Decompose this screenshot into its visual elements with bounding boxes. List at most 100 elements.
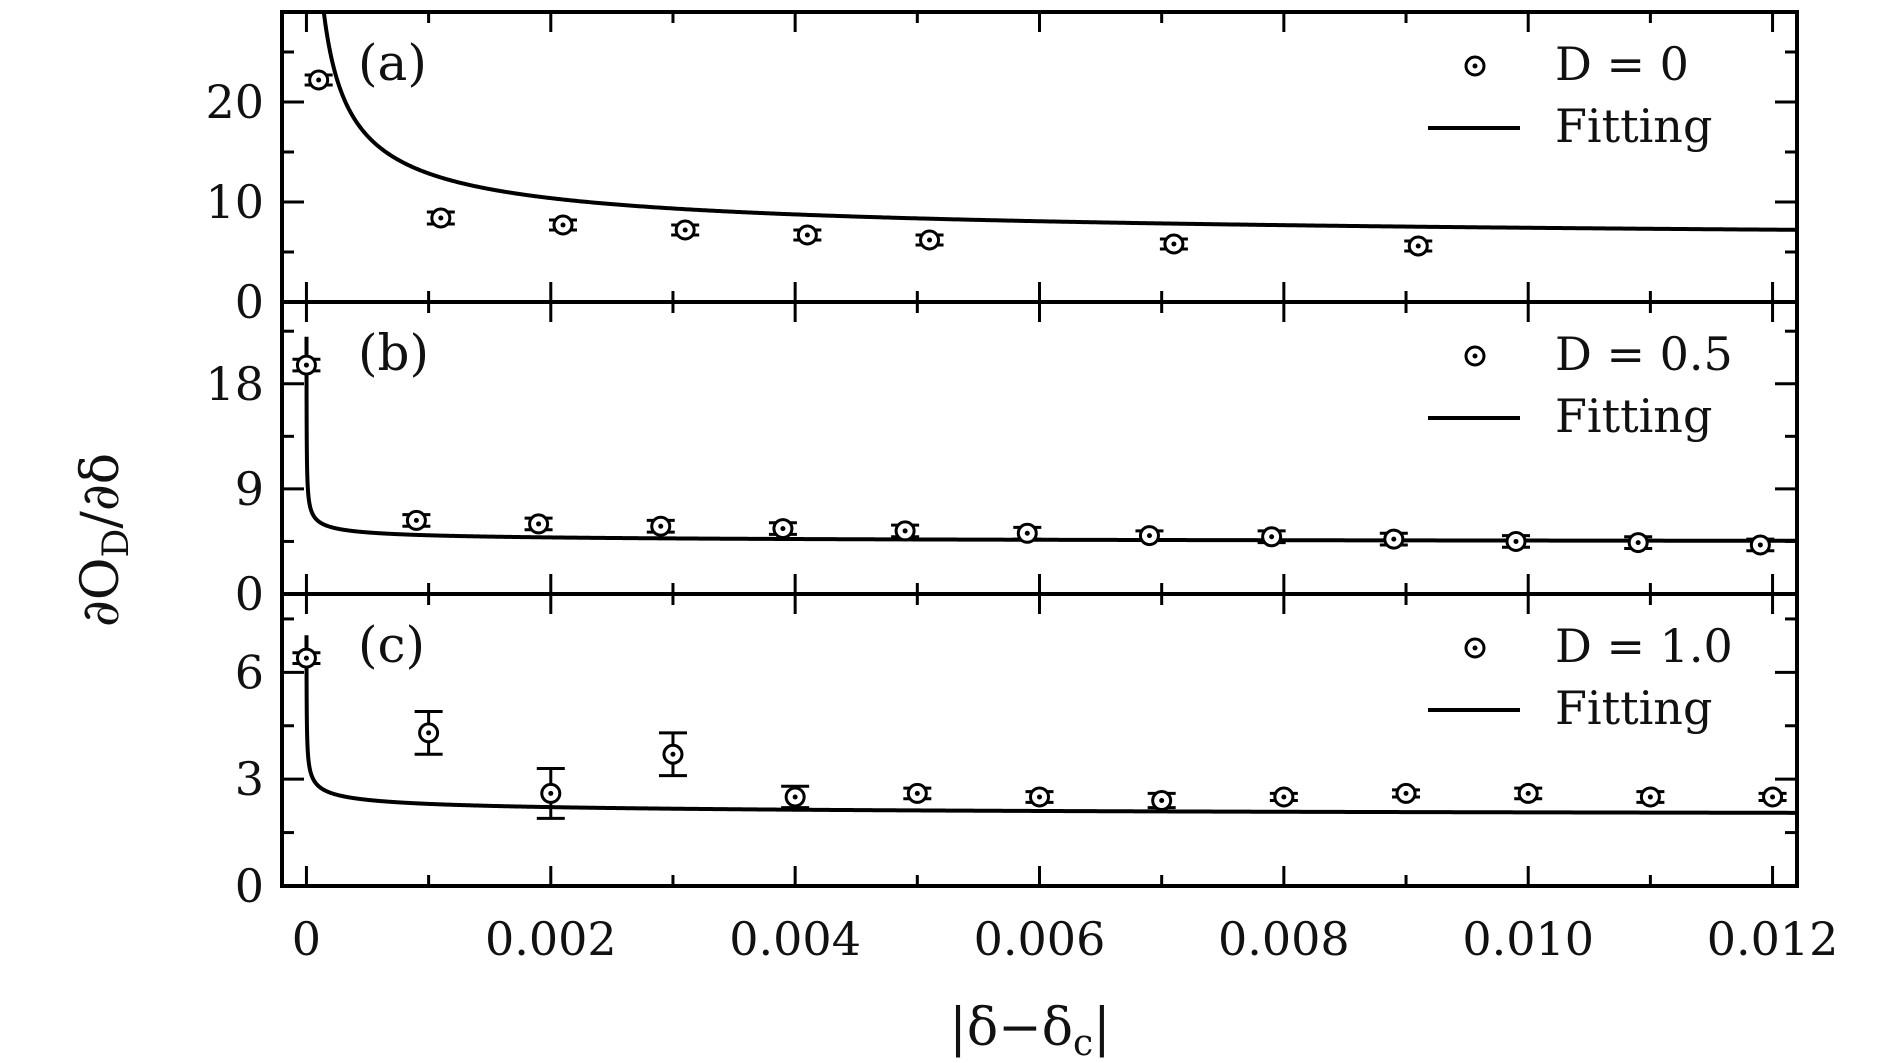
y-tick-label: 0 <box>235 859 264 913</box>
data-point <box>671 219 700 241</box>
point-dot <box>1269 534 1275 540</box>
point-dot <box>1525 790 1531 796</box>
point-dot <box>1281 794 1287 800</box>
point-dot <box>1513 538 1519 544</box>
x-tick-label: 0.010 <box>1462 912 1594 966</box>
point-dot <box>426 730 432 736</box>
point-dot <box>927 237 933 243</box>
y-tick-label: 0 <box>235 567 264 621</box>
data-point <box>1013 522 1042 544</box>
point-dot <box>1024 530 1030 536</box>
point-dot <box>804 232 810 238</box>
point-dot <box>548 790 554 796</box>
point-dot <box>303 655 309 661</box>
data-point <box>891 520 920 542</box>
point-dot <box>1757 542 1763 548</box>
panel-label: (c) <box>358 616 425 674</box>
point-dot <box>914 790 920 796</box>
legend-marker-label: D = 0.5 <box>1555 327 1733 381</box>
data-point <box>524 513 553 535</box>
point-dot <box>780 526 786 532</box>
legend-marker-dot <box>1472 353 1478 359</box>
point-dot <box>413 517 419 523</box>
legend-marker <box>1464 637 1486 659</box>
point-dot <box>1037 794 1042 800</box>
point-dot <box>1391 536 1397 542</box>
point-dot <box>560 222 566 228</box>
legend-line-label: Fitting <box>1555 99 1712 153</box>
data-point <box>1636 786 1665 808</box>
x-tick-label: 0.008 <box>1218 912 1350 966</box>
point-dot <box>792 794 798 800</box>
y-tick-label: 0 <box>235 275 264 329</box>
legend-marker <box>1464 345 1486 367</box>
data-point <box>1025 786 1054 808</box>
data-point <box>1392 782 1421 804</box>
panel-label: (b) <box>358 324 429 382</box>
data-point <box>536 766 565 820</box>
legend-line-label: Fitting <box>1555 389 1712 443</box>
data-point <box>414 710 443 756</box>
data-point <box>1269 786 1298 808</box>
data-point <box>781 784 810 810</box>
y-tick-label: 10 <box>205 175 264 229</box>
data-point <box>793 224 822 246</box>
point-dot <box>1146 533 1152 539</box>
panel-label: (a) <box>358 34 427 92</box>
fit-curve <box>321 12 1797 232</box>
legend-line-label: Fitting <box>1555 681 1712 735</box>
x-tick-label: 0.002 <box>485 912 617 966</box>
point-dot <box>1635 540 1641 546</box>
panel-c: 0 3 6 (c) D = 1.0 Fitting <box>235 592 1799 913</box>
point-dot <box>316 77 322 83</box>
data-point <box>1746 534 1775 556</box>
data-point <box>1624 532 1653 554</box>
data-point <box>549 214 578 236</box>
point-dot <box>682 227 688 233</box>
point-dot <box>1647 794 1653 800</box>
x-tick-label: 0.006 <box>974 912 1106 966</box>
point-dot <box>1159 798 1165 804</box>
point-dot <box>1171 241 1177 247</box>
fit-curve <box>304 635 1797 815</box>
data-point <box>1159 233 1188 255</box>
point-dot <box>670 751 676 757</box>
legend-marker-label: D = 1.0 <box>1555 619 1733 673</box>
legend-marker-dot <box>1472 645 1478 651</box>
x-axis-title: |δ−δc| <box>949 998 1110 1063</box>
data-point <box>304 69 333 91</box>
data-point <box>1514 782 1543 804</box>
data-point <box>1379 528 1408 550</box>
panels: 0 10 20 (a) D = 0 Fitting 0 9 18 (b) D = 0.5 Fittin… <box>205 10 1799 913</box>
data-point <box>426 207 455 229</box>
y-tick-label: 3 <box>235 752 264 806</box>
legend-marker <box>1464 55 1486 77</box>
legend-marker-label: D = 0 <box>1555 37 1689 91</box>
data-point <box>1404 235 1433 257</box>
panel-a: 0 10 20 (a) D = 0 Fitting <box>205 10 1799 329</box>
data-point <box>768 518 797 540</box>
y-tick-label: 20 <box>205 75 264 129</box>
point-dot <box>438 215 444 221</box>
y-tick-label: 6 <box>235 645 264 699</box>
y-tick-label: 18 <box>205 357 264 411</box>
point-dot <box>1770 794 1776 800</box>
data-point <box>915 229 944 251</box>
legend-marker-dot <box>1472 63 1478 69</box>
data-point <box>1135 525 1164 547</box>
y-axis-title: ∂OD/∂δ <box>71 453 137 627</box>
data-point <box>646 515 675 537</box>
data-point <box>903 782 932 804</box>
fit-curve <box>304 336 1797 543</box>
data-point <box>658 731 687 778</box>
data-point <box>1501 530 1530 552</box>
x-tick-label: 0.004 <box>729 912 861 966</box>
data-point <box>402 509 431 531</box>
panel-b: 0 9 18 (b) D = 0.5 Fitting <box>205 300 1799 621</box>
point-dot <box>1403 790 1409 796</box>
point-dot <box>658 523 664 529</box>
y-tick-label: 9 <box>235 462 264 516</box>
x-axis: 0 0.002 0.004 0.006 0.008 0.010 0.012 <box>292 912 1839 966</box>
data-point <box>292 354 321 376</box>
